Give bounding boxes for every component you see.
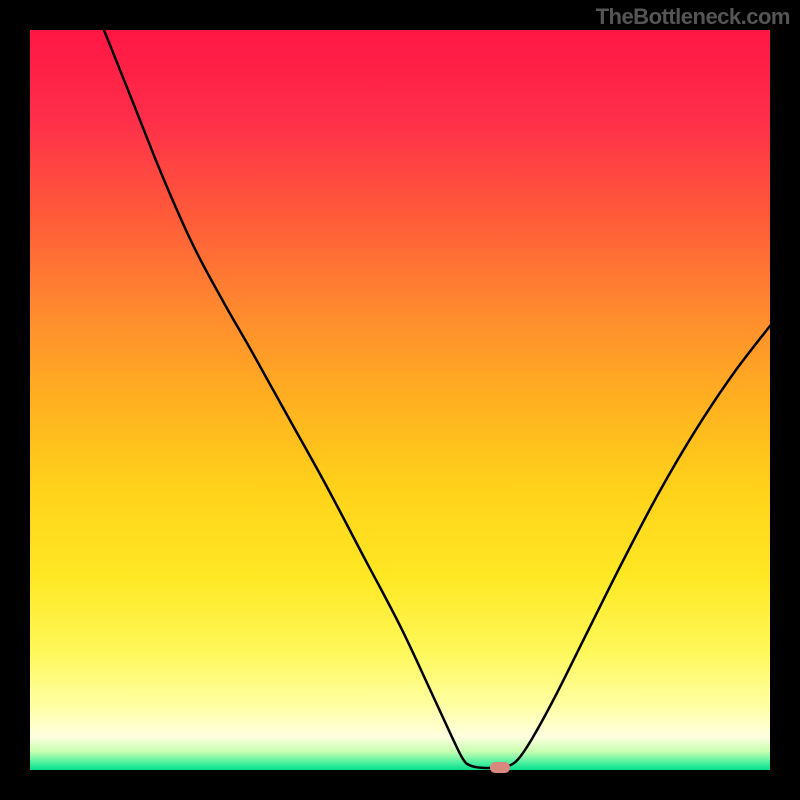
chart-svg xyxy=(30,30,770,770)
bottleneck-chart xyxy=(30,30,770,770)
gradient-background xyxy=(30,30,770,770)
watermark-text: TheBottleneck.com xyxy=(596,4,790,30)
optimal-point-marker xyxy=(490,762,510,773)
